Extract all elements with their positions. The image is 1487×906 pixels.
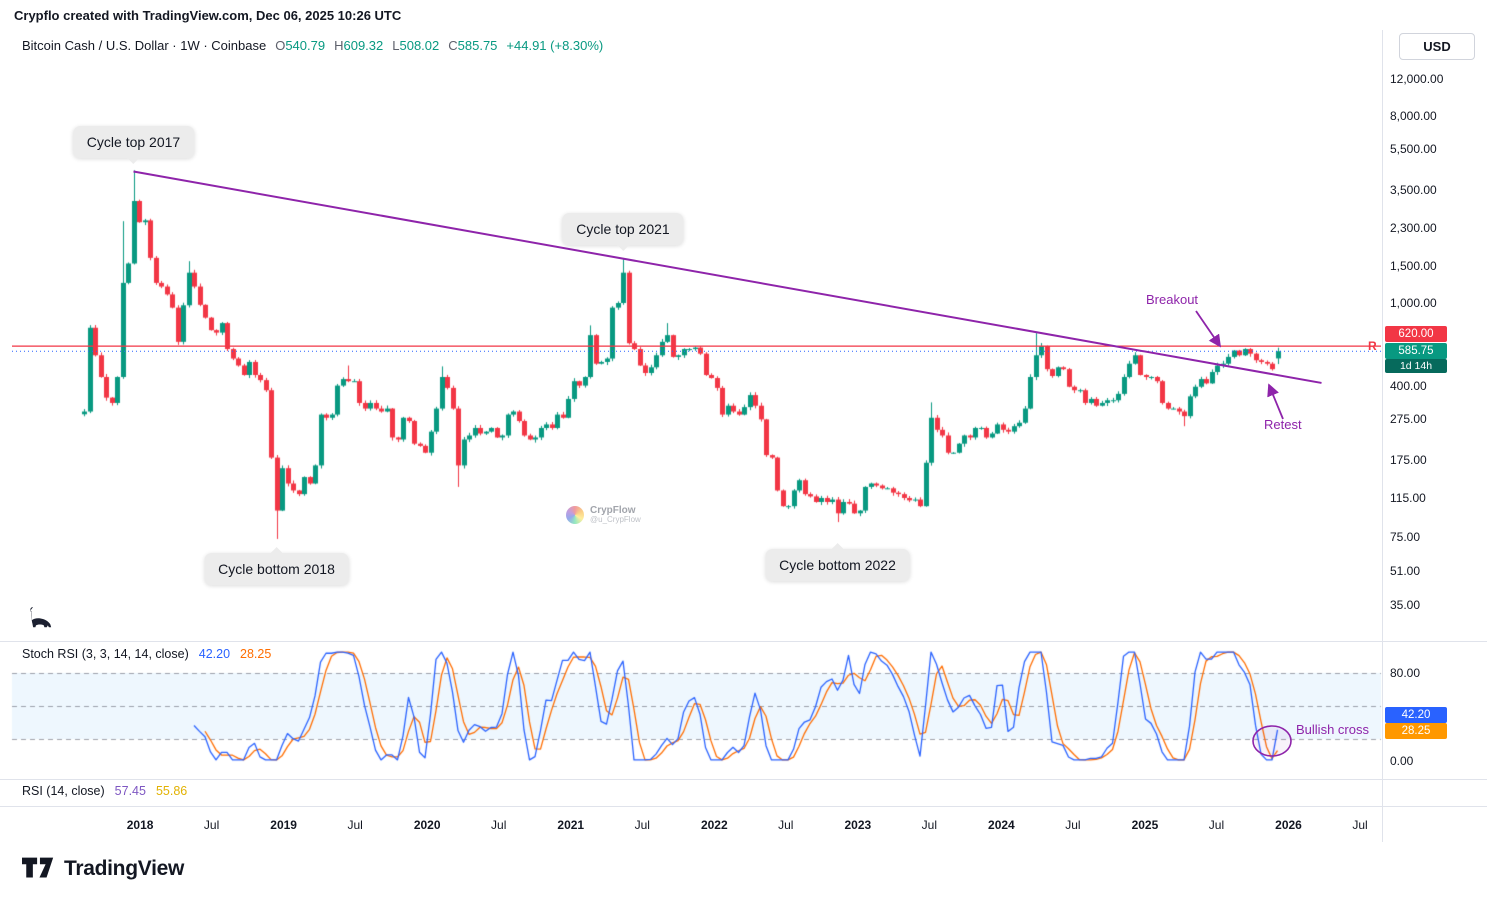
last-price-badge: 585.75 xyxy=(1385,343,1447,360)
close-value: 585.75 xyxy=(457,38,498,53)
rsi-legend[interactable]: RSI (14, close) 57.45 55.86 xyxy=(22,784,187,798)
price-axis-label: 75.00 xyxy=(1390,529,1421,544)
symbol-title[interactable]: Bitcoin Cash / U.S. Dollar · 1W · Coinba… xyxy=(22,38,267,53)
price-axis-label: 8,000.00 xyxy=(1390,108,1437,123)
price-axis-label: 115.00 xyxy=(1390,490,1426,505)
time-axis-label: 2026 xyxy=(1275,818,1302,832)
time-axis-label: Jul xyxy=(491,818,507,832)
currency-toggle-button[interactable]: USD xyxy=(1399,33,1475,60)
stoch-k-value: 42.20 xyxy=(198,647,231,661)
time-axis-label: 2019 xyxy=(270,818,297,832)
resistance-price-badge: 620.00 xyxy=(1385,326,1447,343)
callout-pointer xyxy=(270,546,283,553)
callout-cycle-bottom-2018[interactable]: Cycle bottom 2018 xyxy=(204,546,349,585)
callout-pointer xyxy=(831,543,844,550)
time-axis-label: 2025 xyxy=(1131,818,1159,832)
symbol-legend: Bitcoin Cash / U.S. Dollar · 1W · Coinba… xyxy=(22,38,603,53)
price-axis-label: 51.00 xyxy=(1390,564,1421,579)
price-axis-label: 3,500.00 xyxy=(1390,183,1437,198)
price-axis-label: 5,500.00 xyxy=(1390,142,1437,157)
tradingview-logo-icon xyxy=(22,857,54,878)
resistance-line-label: R xyxy=(1368,339,1377,354)
callout-text: Cycle bottom 2018 xyxy=(218,560,335,577)
time-axis-label: Jul xyxy=(1208,818,1225,832)
tradingview-logo-text: TradingView xyxy=(64,857,185,880)
open-label: O xyxy=(275,38,286,53)
open-value: 540.79 xyxy=(285,38,326,53)
price-axis-label: 175.00 xyxy=(1390,453,1427,468)
stoch-rsi-label[interactable]: Stoch RSI (3, 3, 14, 14, close) xyxy=(22,647,189,661)
time-axis-label: Jul xyxy=(347,818,363,832)
dino-icon[interactable] xyxy=(26,606,56,630)
high-label: H xyxy=(334,38,344,53)
time-axis-label: 2023 xyxy=(844,818,872,832)
stoch-k-badge: 42.20 xyxy=(1385,706,1447,723)
callout-text: Cycle bottom 2022 xyxy=(779,557,896,574)
callout-cycle-top-2017[interactable]: Cycle top 2017 xyxy=(72,125,195,164)
callout-pointer xyxy=(127,157,140,164)
rsi-label[interactable]: RSI (14, close) xyxy=(22,784,105,798)
low-label: L xyxy=(392,38,400,53)
time-axis-label: Jul xyxy=(921,818,938,832)
watermark-handle: @u_CrypFlow xyxy=(590,515,641,524)
retest-note[interactable]: Retest xyxy=(1264,417,1302,432)
bar-countdown-badge: 1d 14h xyxy=(1385,359,1447,374)
price-axis-label: 1,000.00 xyxy=(1390,296,1437,310)
callout-text: Cycle top 2017 xyxy=(86,133,181,150)
time-axis-label: 2018 xyxy=(126,818,154,832)
stoch-d-badge: 28.25 xyxy=(1385,722,1447,739)
callout-cycle-bottom-2022[interactable]: Cycle bottom 2022 xyxy=(765,543,910,582)
rsi-value: 57.45 xyxy=(114,784,146,798)
time-axis-label: Jul xyxy=(1065,818,1081,832)
time-axis-label: 2020 xyxy=(413,818,441,832)
stoch-d-value: 28.25 xyxy=(240,647,272,661)
stoch-rsi-legend[interactable]: Stoch RSI (3, 3, 14, 14, close) 42.20 28.2… xyxy=(22,647,271,661)
credit-text: Crypflo created with TradingView.com, De… xyxy=(14,8,402,23)
time-axis-separator xyxy=(0,806,1487,807)
watermark: CrypFlow @u_CrypFlow xyxy=(566,505,641,525)
stoch-axis-label: 80.00 xyxy=(1390,666,1421,680)
close-label: C xyxy=(448,38,458,53)
callout-cycle-top-2021[interactable]: Cycle top 2021 xyxy=(562,212,684,251)
pane-separator[interactable] xyxy=(0,641,1487,642)
time-axis-label: Jul xyxy=(1352,818,1368,832)
time-axis-label: Jul xyxy=(634,818,650,832)
callout-text: Cycle top 2021 xyxy=(576,220,670,237)
watermark-name: CrypFlow xyxy=(590,505,636,516)
watermark-logo-icon xyxy=(566,505,584,524)
price-axis-label: 275.00 xyxy=(1390,412,1427,427)
price-axis-label: 400.00 xyxy=(1390,378,1427,393)
pane-separator[interactable] xyxy=(0,779,1487,780)
stoch-axis-label: 0.00 xyxy=(1390,754,1414,768)
price-axis-label: 35.00 xyxy=(1390,598,1421,613)
time-axis-label: Jul xyxy=(778,818,794,832)
callout-pointer xyxy=(617,244,629,251)
bullish-cross-note[interactable]: Bullish cross xyxy=(1296,722,1369,737)
time-axis-label: 2021 xyxy=(557,818,585,832)
change-value: +44.91 (+8.30%) xyxy=(506,38,604,53)
time-axis-label: 2024 xyxy=(988,818,1015,832)
time-axis-label: Jul xyxy=(203,818,220,832)
rsi-ma-value: 55.86 xyxy=(155,784,188,798)
low-value: 508.02 xyxy=(399,38,440,53)
price-axis-label: 12,000.00 xyxy=(1390,71,1444,86)
price-axis-separator xyxy=(1382,30,1383,842)
time-axis-label: 2022 xyxy=(700,818,728,832)
price-axis-label: 2,300.00 xyxy=(1390,220,1437,235)
breakout-note[interactable]: Breakout xyxy=(1146,292,1199,307)
high-value: 609.32 xyxy=(343,38,384,53)
price-axis-label: 1,500.00 xyxy=(1390,259,1437,274)
tradingview-logo[interactable]: TradingView xyxy=(22,856,184,882)
